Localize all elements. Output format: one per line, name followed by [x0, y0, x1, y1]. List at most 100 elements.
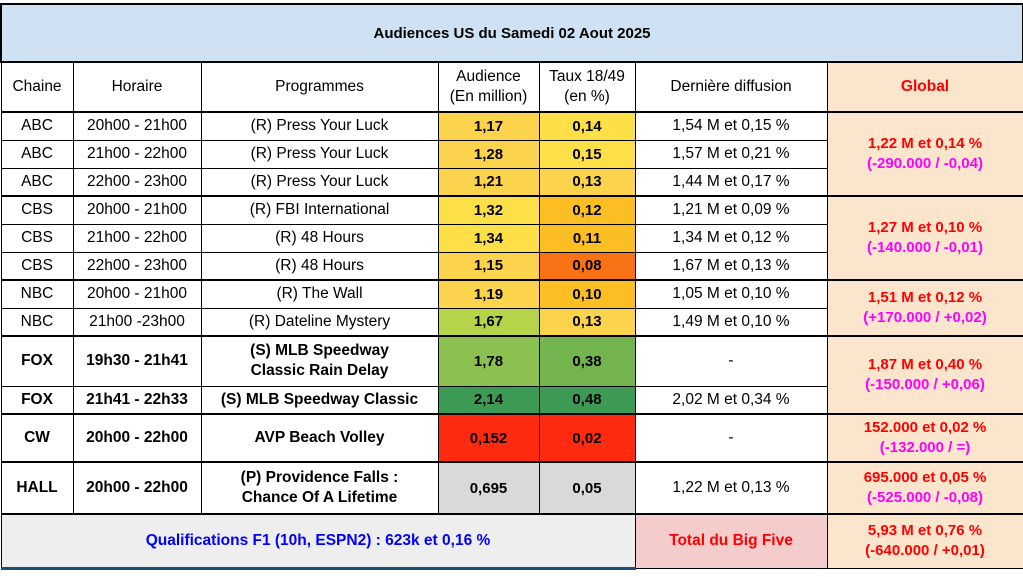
cell-taux: 0,48 [538, 385, 636, 415]
cell-audience: 1,15 [437, 251, 540, 281]
cell-programme-l1: (P) Providence Falls : [240, 469, 399, 486]
cell-audience: 1,28 [437, 139, 540, 169]
cell-programme-l2: Classic Rain Delay [250, 362, 389, 380]
global-fox-main: 1,87 M et 0,40 % [867, 356, 983, 373]
global-cw-diff: (-132.000 / =) [879, 439, 971, 456]
cell-horaire: 20h00 - 22h00 [72, 461, 202, 515]
table-row: CBS 20h00 - 21h00 (R) FBI International … [0, 195, 1023, 281]
cell-audience: 1,32 [437, 195, 540, 225]
page-title: Audiences US du Samedi 02 Aout 2025 [0, 3, 1023, 63]
cell-derniere: 1,22 M et 0,13 % [634, 461, 828, 515]
global-cbs-diff: (-140.000 / -0,01) [867, 239, 983, 256]
cell-derniere: 1,49 M et 0,10 % [634, 307, 828, 337]
table-row: HALL 20h00 - 22h00 (P) Providence Falls … [0, 461, 1023, 515]
table-row: NBC 20h00 - 21h00 (R) The Wall 1,19 0,10… [0, 279, 1023, 337]
global-nbc-main: 1,51 M et 0,12 % [867, 289, 983, 306]
cell-chaine: NBC [0, 307, 74, 337]
global-hall: 695.000 et 0,05 % (-525.000 / -0,08) [826, 461, 1023, 515]
global-hall-main: 695.000 et 0,05 % [863, 469, 987, 486]
header-taux-l1: Taux 18/49 [549, 68, 625, 85]
cell-taux: 0,05 [538, 461, 636, 515]
cell-programme: (R) Press Your Luck [200, 167, 439, 197]
global-total-diff: (-640.000 / +0,01) [865, 542, 985, 560]
header-derniere: Dernière diffusion [634, 61, 828, 113]
table-row: ABC 20h00 - 21h00 (R) Press Your Luck 1,… [0, 111, 1023, 197]
cell-programme: (R) FBI International [200, 195, 439, 225]
cell-chaine: ABC [0, 167, 74, 197]
cell-taux: 0,08 [538, 251, 636, 281]
table-row: ABC 21h00 - 22h00 (R) Press Your Luck 1,… [0, 139, 1023, 169]
cell-chaine: CW [0, 413, 74, 463]
global-cbs-main: 1,27 M et 0,10 % [867, 219, 983, 236]
cell-horaire: 21h00 - 22h00 [72, 223, 202, 253]
global-fox-diff: (-150.000 / +0,06) [865, 376, 985, 393]
global-fox: 1,87 M et 0,40 % (-150.000 / +0,06) [826, 335, 1023, 415]
cell-programme-l1: (S) MLB Speedway [250, 342, 389, 360]
header-audience: Audience (En million) [437, 61, 540, 113]
cell-taux: 0,15 [538, 139, 636, 169]
cell-programme: (R) Dateline Mystery [200, 307, 439, 337]
global-hall-diff: (-525.000 / -0,08) [867, 489, 983, 506]
cell-audience: 1,67 [437, 307, 540, 337]
header-audience-l2: (En million) [449, 88, 528, 105]
cell-chaine: CBS [0, 251, 74, 281]
table-row: ABC 22h00 - 23h00 (R) Press Your Luck 1,… [0, 167, 1023, 197]
cell-programme: (R) 48 Hours [200, 223, 439, 253]
cell-chaine: FOX [0, 335, 74, 387]
header-horaire: Horaire [72, 61, 202, 113]
global-cbs: 1,27 M et 0,10 % (-140.000 / -0,01) [826, 195, 1023, 281]
header-taux: Taux 18/49 (en %) [538, 61, 636, 113]
cell-horaire: 20h00 - 21h00 [72, 111, 202, 141]
global-total-main: 5,93 M et 0,76 % [867, 522, 983, 540]
global-abc: 1,22 M et 0,14 % (-290.000 / -0,04) [826, 111, 1023, 197]
global-abc-main: 1,22 M et 0,14 % [867, 135, 983, 152]
cell-chaine: CBS [0, 195, 74, 225]
cell-chaine: NBC [0, 279, 74, 309]
cell-derniere: 1,05 M et 0,10 % [634, 279, 828, 309]
cell-taux: 0,13 [538, 167, 636, 197]
footer-qualif: Qualifications F1 (10h, ESPN2) : 623k et… [0, 513, 636, 570]
cell-audience: 0,695 [437, 461, 540, 515]
table-row: CBS 21h00 - 22h00 (R) 48 Hours 1,34 0,11… [0, 223, 1023, 253]
cell-chaine: HALL [0, 461, 74, 515]
cell-taux: 0,12 [538, 195, 636, 225]
cell-chaine: FOX [0, 385, 74, 415]
table-row: FOX 19h30 - 21h41 (S) MLB Speedway Class… [0, 335, 1023, 415]
global-nbc-diff: (+170.000 / +0,02) [863, 309, 987, 326]
cell-programme-l2: Chance Of A Lifetime [241, 489, 398, 506]
cell-horaire: 20h00 - 21h00 [72, 279, 202, 309]
cell-derniere: 1,21 M et 0,09 % [634, 195, 828, 225]
cell-horaire: 22h00 - 23h00 [72, 251, 202, 281]
header-global: Global [826, 61, 1023, 113]
cell-taux: 0,10 [538, 279, 636, 309]
cell-programme: (S) MLB Speedway Classic Rain Delay [200, 335, 439, 387]
cell-audience: 0,152 [437, 413, 540, 463]
cell-chaine: CBS [0, 223, 74, 253]
header-programmes: Programmes [200, 61, 439, 113]
cell-audience: 1,78 [437, 335, 540, 387]
cell-audience: 1,34 [437, 223, 540, 253]
cell-derniere: 1,44 M et 0,17 % [634, 167, 828, 197]
cell-horaire: 21h41 - 22h33 [72, 385, 202, 415]
cell-horaire: 19h30 - 21h41 [72, 335, 202, 387]
cell-audience: 2,14 [437, 385, 540, 415]
global-cw-main: 152.000 et 0,02 % [863, 419, 987, 436]
cell-derniere: 1,54 M et 0,15 % [634, 111, 828, 141]
cell-derniere: 2,02 M et 0,34 % [634, 385, 828, 415]
cell-programme: (R) Press Your Luck [200, 139, 439, 169]
audience-table: Audiences US du Samedi 02 Aout 2025 Chai… [0, 3, 1023, 570]
header-chaine: Chaine [0, 61, 74, 113]
cell-horaire: 21h00 -23h00 [72, 307, 202, 337]
cell-derniere: 1,67 M et 0,13 % [634, 251, 828, 281]
global-abc-diff: (-290.000 / -0,04) [867, 155, 983, 172]
cell-audience: 1,21 [437, 167, 540, 197]
cell-chaine: ABC [0, 111, 74, 141]
cell-programme: (S) MLB Speedway Classic [200, 385, 439, 415]
global-cw: 152.000 et 0,02 % (-132.000 / =) [826, 413, 1023, 463]
table-row: FOX 21h41 - 22h33 (S) MLB Speedway Class… [0, 385, 1023, 415]
cell-programme: (R) 48 Hours [200, 251, 439, 281]
header-taux-l2: (en %) [564, 88, 610, 105]
cell-horaire: 21h00 - 22h00 [72, 139, 202, 169]
cell-taux: 0,14 [538, 111, 636, 141]
cell-taux: 0,11 [538, 223, 636, 253]
